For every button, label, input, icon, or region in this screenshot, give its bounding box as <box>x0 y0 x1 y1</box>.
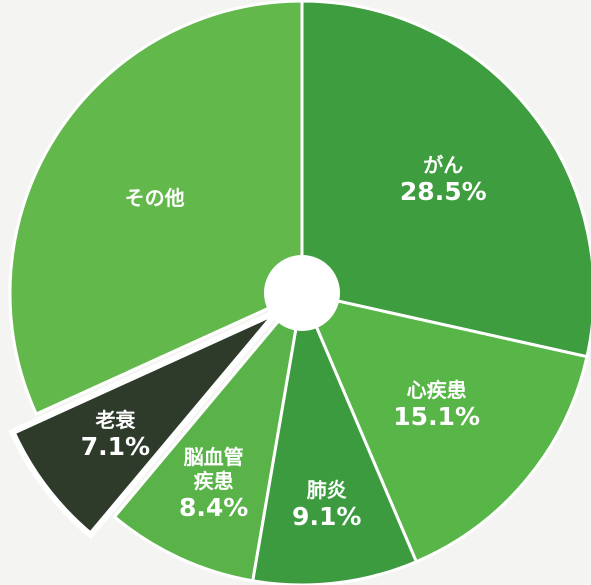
slice-label: その他 <box>123 186 187 210</box>
center-hole <box>264 255 340 331</box>
category-label: 心疾患 <box>406 378 467 403</box>
slice-label: 心疾患 15.1% <box>393 378 480 432</box>
pie-slice <box>8 308 281 540</box>
slice-label: 脳血管疾患 8.4% <box>179 445 248 523</box>
category-label: がん <box>423 152 464 177</box>
pie-slice <box>112 287 305 583</box>
category-label: その他 <box>124 186 185 211</box>
slice-label: 老衰 7.1% <box>81 408 150 462</box>
category-label: 肺炎 <box>306 477 347 502</box>
slice-label: 肺炎 9.1% <box>292 478 361 532</box>
value-label: 9.1% <box>292 501 362 531</box>
pie-slice <box>300 0 591 359</box>
slice-label: がん 28.5% <box>400 153 487 207</box>
value-label: 7.1% <box>80 431 151 461</box>
value-label: 8.4% <box>179 492 249 522</box>
category-label: 老衰 <box>95 407 136 432</box>
pie-slice <box>299 290 589 564</box>
value-label: 28.5% <box>399 176 487 206</box>
category-label: 脳血管疾患 <box>183 444 244 493</box>
pie-slice <box>250 287 419 585</box>
pie-slice <box>8 0 304 416</box>
value-label: 15.1% <box>393 402 481 432</box>
